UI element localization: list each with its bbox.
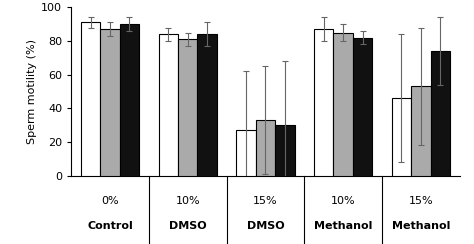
Bar [81,22,100,176]
Bar [333,32,353,176]
Bar [411,86,430,176]
Text: Control: Control [87,221,133,231]
Text: Methanol: Methanol [314,221,373,231]
Bar [255,120,275,176]
Bar [100,29,119,176]
Bar [158,34,178,176]
Bar [275,125,294,176]
Text: 0%: 0% [101,196,119,206]
Text: Methanol: Methanol [392,221,450,231]
Text: DMSO: DMSO [169,221,207,231]
Bar [314,29,333,176]
Text: DMSO: DMSO [246,221,284,231]
Bar [430,51,450,176]
Bar [197,34,217,176]
Text: 10%: 10% [175,196,200,206]
Y-axis label: Sperm motility (%): Sperm motility (%) [27,39,37,144]
Bar [178,39,197,176]
Bar [119,24,139,176]
Bar [353,38,372,176]
Bar [236,130,255,176]
Text: 10%: 10% [331,196,356,206]
Text: 15%: 15% [409,196,433,206]
Bar [392,98,411,176]
Text: 15%: 15% [253,196,278,206]
